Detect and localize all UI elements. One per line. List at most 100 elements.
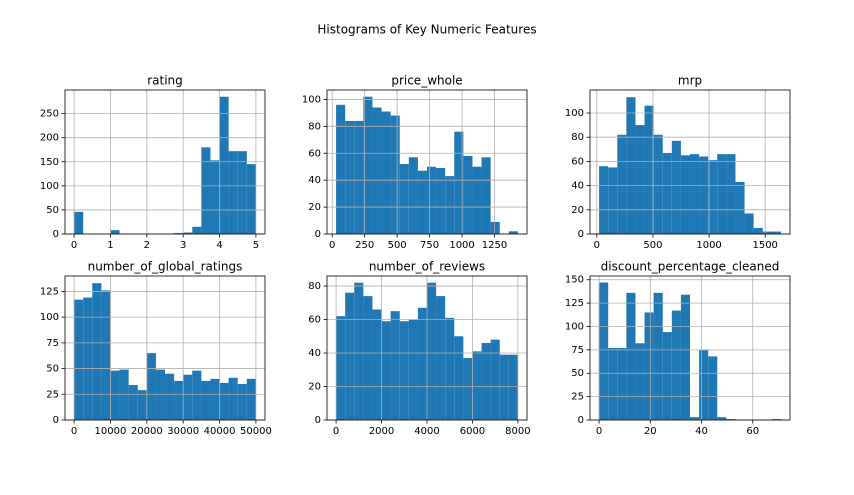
x-tick-label: 250 bbox=[355, 240, 374, 251]
bar bbox=[744, 213, 754, 234]
subplot-title: mrp bbox=[678, 74, 702, 88]
bar bbox=[83, 297, 93, 420]
y-tick-label: 60 bbox=[308, 315, 321, 326]
y-tick-label: 0 bbox=[53, 415, 59, 426]
x-tick-label: 2 bbox=[144, 240, 150, 251]
bar bbox=[644, 105, 654, 234]
x-tick-label: 0 bbox=[596, 426, 602, 437]
bar bbox=[354, 120, 364, 234]
x-tick-label: 500 bbox=[643, 240, 662, 251]
bar bbox=[345, 120, 355, 234]
bar bbox=[228, 151, 238, 234]
bar bbox=[680, 155, 690, 234]
bar bbox=[92, 283, 102, 420]
bar bbox=[201, 380, 211, 420]
subplot-title: discount_percentage_cleaned bbox=[601, 260, 780, 274]
bar bbox=[427, 282, 437, 420]
y-tick-label: 100 bbox=[40, 181, 59, 192]
bar bbox=[608, 348, 618, 420]
bar bbox=[599, 166, 609, 234]
bar bbox=[481, 342, 491, 420]
y-tick-label: 25 bbox=[46, 389, 59, 400]
bar bbox=[626, 292, 636, 420]
y-tick-label: 50 bbox=[571, 368, 584, 379]
subplot-title: price_whole bbox=[391, 74, 462, 88]
bar bbox=[472, 166, 482, 234]
bar bbox=[653, 292, 663, 420]
bar bbox=[237, 151, 247, 234]
x-tick-label: 1 bbox=[107, 240, 113, 251]
bar bbox=[445, 176, 455, 234]
x-tick-label: 1000 bbox=[696, 240, 721, 251]
bar bbox=[210, 378, 220, 420]
bar bbox=[119, 369, 129, 420]
bar bbox=[336, 104, 346, 234]
axes-frame bbox=[326, 275, 528, 421]
bar bbox=[228, 377, 238, 420]
y-tick-label: 0 bbox=[53, 229, 59, 240]
bar bbox=[490, 221, 500, 234]
y-tick-label: 0 bbox=[578, 415, 584, 426]
bar bbox=[427, 166, 437, 234]
y-tick-label: 50 bbox=[46, 205, 59, 216]
bar bbox=[699, 156, 709, 234]
bar bbox=[237, 384, 247, 420]
x-tick-label: 0 bbox=[71, 240, 77, 251]
x-tick-label: 40000 bbox=[204, 426, 236, 437]
bar bbox=[417, 307, 427, 420]
bar bbox=[472, 351, 482, 420]
bar bbox=[490, 339, 500, 420]
bar bbox=[137, 390, 147, 420]
bar bbox=[617, 134, 627, 234]
y-tick-label: 150 bbox=[40, 157, 59, 168]
bar bbox=[174, 380, 184, 420]
bar bbox=[717, 154, 727, 234]
bar bbox=[246, 164, 256, 234]
y-tick-label: 80 bbox=[308, 281, 321, 292]
x-tick-label: 0 bbox=[71, 426, 77, 437]
bar bbox=[372, 107, 382, 234]
y-tick-label: 40 bbox=[308, 348, 321, 359]
x-tick-label: 60 bbox=[746, 426, 759, 437]
y-tick-label: 0 bbox=[315, 229, 321, 240]
x-tick-label: 5 bbox=[253, 240, 259, 251]
bar bbox=[726, 154, 736, 234]
bar bbox=[753, 227, 763, 234]
bar bbox=[671, 140, 681, 234]
bar bbox=[626, 97, 636, 235]
x-tick-label: 8000 bbox=[505, 426, 530, 437]
axes-frame bbox=[64, 275, 266, 421]
bar bbox=[183, 232, 193, 234]
x-tick-label: 20 bbox=[644, 426, 657, 437]
x-tick-label: 4 bbox=[216, 240, 222, 251]
y-tick-label: 0 bbox=[315, 415, 321, 426]
bar bbox=[399, 164, 409, 234]
bar bbox=[183, 374, 193, 420]
bar bbox=[74, 299, 84, 420]
bar bbox=[110, 230, 120, 234]
bar bbox=[463, 358, 473, 420]
y-tick-label: 100 bbox=[40, 312, 59, 323]
axes-frame bbox=[326, 89, 528, 235]
bar bbox=[653, 134, 663, 234]
bar bbox=[463, 155, 473, 234]
bar bbox=[201, 147, 211, 234]
bar bbox=[436, 296, 446, 420]
bar bbox=[246, 378, 256, 420]
bar bbox=[762, 231, 772, 234]
bar bbox=[74, 211, 84, 234]
bar bbox=[635, 125, 645, 234]
bar bbox=[708, 160, 718, 234]
bar bbox=[445, 317, 455, 420]
bar bbox=[354, 282, 364, 420]
y-tick-label: 60 bbox=[571, 156, 584, 167]
bar bbox=[381, 111, 391, 234]
bar bbox=[219, 96, 229, 234]
bar bbox=[381, 321, 391, 420]
bar bbox=[726, 419, 736, 420]
x-tick-label: 4000 bbox=[414, 426, 439, 437]
bar bbox=[690, 417, 700, 420]
x-tick-label: 30000 bbox=[167, 426, 199, 437]
bar bbox=[155, 369, 165, 420]
